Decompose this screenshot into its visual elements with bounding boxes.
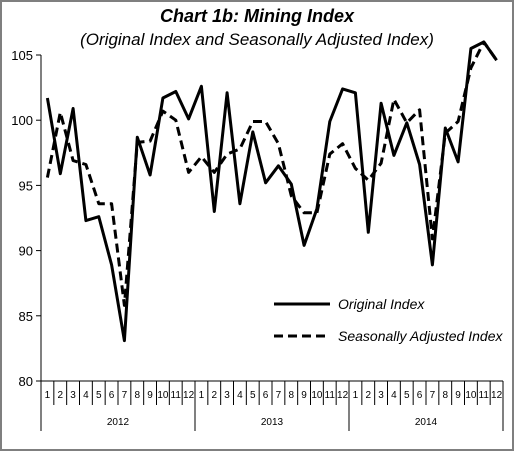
x-tick-label: 5 xyxy=(96,390,102,401)
x-tick-label: 3 xyxy=(378,390,384,401)
chart-title: Chart 1b: Mining Index xyxy=(159,6,354,26)
legend: Original Index Seasonally Adjusted Index xyxy=(274,296,503,344)
year-label: 2012 xyxy=(107,417,130,428)
legend-label: Seasonally Adjusted Index xyxy=(338,328,503,344)
year-label: 2013 xyxy=(261,417,284,428)
series-line-seasonally-adjusted xyxy=(45,40,498,307)
series-line-original xyxy=(45,40,498,343)
x-tick-label: 12 xyxy=(491,390,503,401)
x-tick-label: 5 xyxy=(250,390,256,401)
x-tick-label: 1 xyxy=(353,390,359,401)
x-tick-label: 7 xyxy=(122,390,128,401)
x-tick-label: 9 xyxy=(301,390,307,401)
x-tick-label: 7 xyxy=(276,390,282,401)
x-tick-label: 10 xyxy=(157,390,169,401)
x-tick-label: 10 xyxy=(465,390,477,401)
x-tick-label: 3 xyxy=(224,390,230,401)
x-tick-label: 2 xyxy=(57,390,63,401)
chart-subtitle: (Original Index and Seasonally Adjusted … xyxy=(80,30,434,49)
x-tick-label: 9 xyxy=(455,390,461,401)
x-tick-label: 8 xyxy=(288,390,294,401)
y-tick-label: 85 xyxy=(19,309,33,324)
y-tick-label: 80 xyxy=(19,374,33,389)
x-tick-label: 2 xyxy=(365,390,371,401)
y-tick-label: 95 xyxy=(19,178,33,193)
year-label: 2014 xyxy=(415,417,438,428)
legend-label: Original Index xyxy=(338,296,425,312)
x-tick-label: 11 xyxy=(479,390,490,401)
x-tick-label: 6 xyxy=(263,390,269,401)
x-tick-label: 9 xyxy=(147,390,153,401)
x-tick-label: 4 xyxy=(83,390,89,401)
x-tick-label: 4 xyxy=(237,390,243,401)
x-tick-label: 1 xyxy=(45,390,51,401)
x-tick-label: 10 xyxy=(311,390,323,401)
x-tick-label: 2 xyxy=(211,390,217,401)
x-tick-label: 11 xyxy=(325,390,336,401)
x-tick-label: 5 xyxy=(404,390,410,401)
y-tick-label: 90 xyxy=(19,244,33,259)
x-tick-label: 6 xyxy=(417,390,423,401)
x-tick-label: 8 xyxy=(134,390,140,401)
series-layer xyxy=(45,40,498,343)
x-tick-label: 11 xyxy=(171,390,182,401)
x-tick-label: 4 xyxy=(391,390,397,401)
x-tick-label: 3 xyxy=(70,390,76,401)
y-tick-label: 100 xyxy=(11,113,33,128)
x-tick-label: 12 xyxy=(183,390,195,401)
y-tick-label: 105 xyxy=(11,48,33,63)
x-tick-label: 7 xyxy=(430,390,436,401)
x-tick-label: 8 xyxy=(442,390,448,401)
x-tick-label: 1 xyxy=(199,390,205,401)
x-tick-label: 6 xyxy=(109,390,115,401)
x-tick-label: 12 xyxy=(337,390,349,401)
